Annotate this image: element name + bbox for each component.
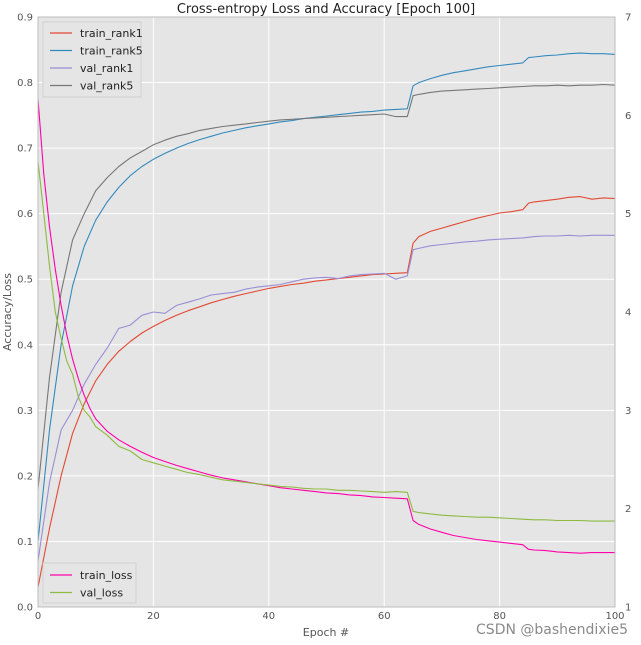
x-tick-labels: 0 20 40 60 80 100: [35, 611, 625, 622]
y-tick-label: 0.0: [17, 603, 33, 614]
series-line-val-loss: [37, 161, 615, 522]
series-line-val-rank1: [37, 234, 615, 562]
plot-background: [38, 17, 615, 607]
y2-tick-labels: 1 2 3 4 5 6 7: [625, 13, 631, 614]
y-tick-label: 0.5: [17, 275, 33, 286]
legend-label-val-loss: val_loss: [80, 587, 123, 600]
series-layer: [37, 52, 616, 588]
y2-tick-label: 4: [625, 308, 631, 319]
legend-top-box: [42, 21, 142, 98]
x-tick-label: 20: [147, 611, 160, 622]
legend-label-train-rank5: train_rank5: [80, 45, 143, 58]
x-tick-label: 0: [35, 611, 41, 622]
legend-label-val-rank1: val_rank1: [80, 62, 133, 75]
y-axis-label: Accuracy/Loss: [1, 273, 14, 351]
y2-tick-label: 2: [625, 504, 631, 515]
series-line-val-rank5: [37, 83, 616, 490]
y2-tick-label: 7: [625, 13, 631, 24]
x-tick-label: 40: [262, 611, 275, 622]
legend-bottom-box: [42, 562, 137, 604]
series-line-train-loss: [37, 98, 615, 554]
y-tick-label: 0.2: [17, 471, 33, 482]
chart-title: Cross-entropy Loss and Accuracy [Epoch 1…: [177, 2, 475, 17]
y-tick-label: 0.9: [17, 13, 33, 24]
y-tick-label: 0.4: [17, 340, 33, 351]
y2-tick-label: 1: [625, 603, 631, 614]
y-tick-label: 0.3: [17, 406, 33, 417]
watermark-text: CSDN @bashendixie5: [476, 622, 628, 638]
x-tick-label: 80: [493, 611, 506, 622]
y-tick-label: 0.6: [17, 209, 33, 220]
legend-label-train-loss: train_loss: [80, 569, 133, 582]
y-tick-labels: 0.0 0.1 0.2 0.3 0.4 0.5 0.6 0.7 0.8 0.9: [17, 13, 33, 614]
x-tick-label: 60: [378, 611, 391, 622]
y2-tick-label: 5: [625, 209, 631, 220]
y-tick-label: 0.8: [17, 78, 33, 89]
y2-tick-label: 3: [625, 406, 631, 417]
y-tick-label: 0.7: [17, 144, 33, 155]
series-line-train-rank5: [37, 52, 616, 542]
y-tick-label: 0.1: [17, 537, 33, 548]
y2-tick-label: 6: [625, 111, 631, 122]
legend-label-val-rank5: val_rank5: [80, 80, 133, 93]
x-axis-label: Epoch #: [303, 626, 349, 639]
plot-frame: [37, 16, 616, 608]
legend-top: train_rank1 train_rank5 val_rank1 val_rank5: [42, 21, 143, 98]
legend-label-train-rank1: train_rank1: [80, 27, 143, 40]
legend-bottom: train_loss val_loss: [42, 562, 137, 604]
x-tick-label: 100: [605, 611, 624, 622]
